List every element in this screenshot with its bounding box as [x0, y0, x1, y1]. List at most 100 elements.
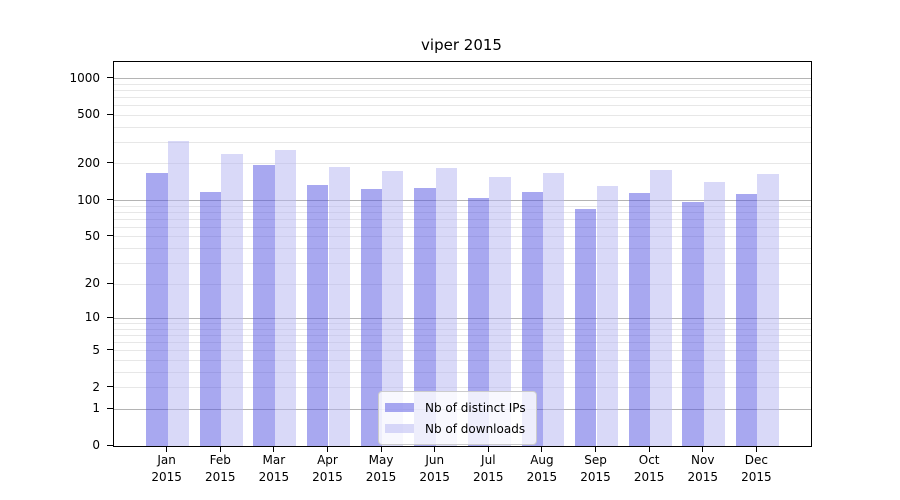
- bar-distinct-ips: [682, 201, 704, 446]
- y-tick-mark: [107, 386, 113, 388]
- x-tick-mark: [702, 446, 704, 452]
- legend-label-distinct-ips: Nb of distinct IPs: [425, 400, 526, 415]
- legend-entry-downloads: Nb of downloads: [385, 418, 526, 439]
- x-tick-label: Sep 2015: [580, 453, 611, 484]
- y-tick-mark: [107, 77, 113, 79]
- y-tick-mark: [107, 407, 113, 409]
- minor-gridline: [114, 262, 811, 264]
- minor-gridline: [114, 218, 811, 220]
- y-tick-mark: [107, 316, 113, 318]
- bar-distinct-ips: [467, 198, 490, 446]
- minor-gridline: [114, 114, 811, 116]
- bar-downloads: [489, 177, 511, 446]
- x-tick-label: Jan 2015: [151, 453, 182, 484]
- y-tick-label: 1: [92, 401, 100, 416]
- minor-gridline: [114, 334, 811, 336]
- x-tick-mark: [166, 446, 168, 452]
- bar-downloads: [703, 182, 726, 446]
- minor-gridline: [114, 96, 811, 98]
- major-gridline: [114, 317, 811, 319]
- minor-gridline: [114, 163, 811, 165]
- major-gridline: [114, 200, 811, 202]
- minor-gridline: [114, 211, 811, 213]
- bar-downloads: [650, 170, 672, 446]
- x-tick-mark: [434, 446, 436, 452]
- minor-gridline: [114, 323, 811, 325]
- x-tick-mark: [273, 446, 275, 452]
- bar-distinct-ips: [414, 187, 436, 446]
- bar-distinct-ips: [199, 191, 222, 446]
- y-tick-mark: [107, 282, 113, 284]
- y-tick-label: 20: [84, 276, 100, 291]
- x-tick-label: Mar 2015: [258, 453, 290, 484]
- bar-downloads: [382, 171, 404, 446]
- y-tick-mark: [107, 199, 113, 201]
- plot-area: Nb of distinct IPs Nb of downloads: [113, 61, 812, 447]
- y-tick-label: 1000: [69, 70, 100, 85]
- bar-downloads: [435, 168, 458, 446]
- major-gridline: [114, 78, 811, 80]
- bar-downloads: [221, 154, 243, 446]
- y-tick-label: 50: [84, 228, 100, 243]
- bar-downloads: [167, 140, 189, 446]
- x-tick-label: Jun 2015: [419, 453, 450, 484]
- y-tick-mark: [107, 235, 113, 237]
- bar-downloads: [328, 166, 350, 446]
- minor-gridline: [114, 89, 811, 91]
- minor-gridline: [114, 236, 811, 238]
- y-tick-mark: [107, 162, 113, 164]
- y-tick-mark: [107, 444, 113, 446]
- x-tick-label: Nov 2015: [687, 453, 719, 484]
- x-tick-label: Oct 2015: [633, 453, 665, 484]
- x-tick-label: Apr 2015: [312, 453, 343, 484]
- minor-gridline: [114, 141, 811, 143]
- x-tick-mark: [326, 446, 328, 452]
- minor-gridline: [114, 342, 811, 343]
- x-tick-mark: [219, 446, 221, 452]
- y-tick-mark: [107, 349, 113, 351]
- minor-gridline: [114, 126, 811, 128]
- x-tick-label: Dec 2015: [741, 453, 772, 484]
- y-tick-label: 200: [77, 155, 100, 170]
- minor-gridline: [114, 247, 811, 249]
- minor-gridline: [114, 105, 811, 107]
- x-tick-label: Jul 2015: [473, 453, 504, 484]
- bar-downloads: [542, 173, 565, 446]
- legend-swatch-downloads: [385, 424, 414, 433]
- legend-label-downloads: Nb of downloads: [425, 421, 526, 436]
- bar-distinct-ips: [521, 191, 543, 446]
- y-tick-label: 5: [92, 342, 100, 357]
- minor-gridline: [114, 328, 811, 330]
- bar-distinct-ips: [735, 193, 758, 446]
- legend-swatch-distinct-ips: [385, 403, 414, 412]
- minor-gridline: [114, 283, 811, 285]
- x-tick-mark: [380, 446, 382, 452]
- bar-downloads: [757, 174, 779, 446]
- x-tick-mark: [487, 446, 489, 452]
- x-tick-label: May 2015: [365, 453, 397, 484]
- x-tick-mark: [541, 446, 543, 452]
- x-tick-label: Aug 2015: [526, 453, 558, 484]
- minor-gridline: [114, 387, 811, 389]
- x-tick-mark: [755, 446, 757, 452]
- y-tick-label: 0: [92, 438, 100, 452]
- minor-gridline: [114, 205, 811, 207]
- y-tick-label: 100: [77, 192, 100, 207]
- bar-distinct-ips: [307, 184, 329, 446]
- y-tick-label: 500: [77, 107, 100, 122]
- bar-distinct-ips: [146, 172, 168, 446]
- bar-distinct-ips: [360, 188, 382, 446]
- legend: Nb of distinct IPs Nb of downloads: [378, 391, 537, 445]
- bar-downloads: [596, 185, 618, 446]
- y-tick-label: 10: [84, 310, 100, 325]
- gridlines-layer: [114, 62, 811, 446]
- minor-gridline: [114, 371, 811, 373]
- x-tick-mark: [648, 446, 650, 452]
- minor-gridline: [114, 226, 811, 228]
- bar-distinct-ips: [628, 193, 651, 446]
- legend-entry-distinct-ips: Nb of distinct IPs: [385, 397, 526, 418]
- bar-distinct-ips: [253, 164, 275, 446]
- bar-downloads: [274, 150, 297, 446]
- chart-title: viper 2015: [421, 36, 502, 54]
